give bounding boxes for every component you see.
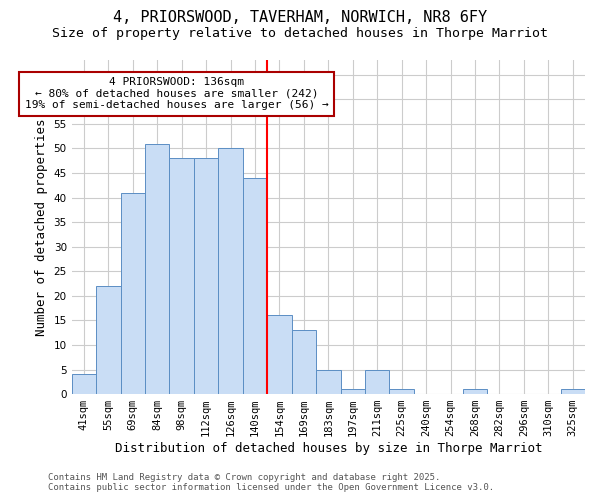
Bar bbox=[121, 192, 145, 394]
Bar bbox=[96, 286, 121, 394]
X-axis label: Distribution of detached houses by size in Thorpe Marriot: Distribution of detached houses by size … bbox=[115, 442, 542, 455]
Bar bbox=[365, 370, 389, 394]
Bar bbox=[218, 148, 243, 394]
Bar bbox=[71, 374, 96, 394]
Text: 4 PRIORSWOOD: 136sqm
← 80% of detached houses are smaller (242)
19% of semi-deta: 4 PRIORSWOOD: 136sqm ← 80% of detached h… bbox=[25, 77, 329, 110]
Bar bbox=[341, 389, 365, 394]
Bar bbox=[267, 316, 292, 394]
Bar bbox=[145, 144, 169, 394]
Text: Size of property relative to detached houses in Thorpe Marriot: Size of property relative to detached ho… bbox=[52, 28, 548, 40]
Bar bbox=[292, 330, 316, 394]
Text: 4, PRIORSWOOD, TAVERHAM, NORWICH, NR8 6FY: 4, PRIORSWOOD, TAVERHAM, NORWICH, NR8 6F… bbox=[113, 10, 487, 25]
Bar bbox=[316, 370, 341, 394]
Y-axis label: Number of detached properties: Number of detached properties bbox=[35, 118, 48, 336]
Bar bbox=[560, 389, 585, 394]
Bar bbox=[389, 389, 414, 394]
Text: Contains HM Land Registry data © Crown copyright and database right 2025.
Contai: Contains HM Land Registry data © Crown c… bbox=[48, 473, 494, 492]
Bar bbox=[169, 158, 194, 394]
Bar bbox=[463, 389, 487, 394]
Bar bbox=[243, 178, 267, 394]
Bar bbox=[194, 158, 218, 394]
